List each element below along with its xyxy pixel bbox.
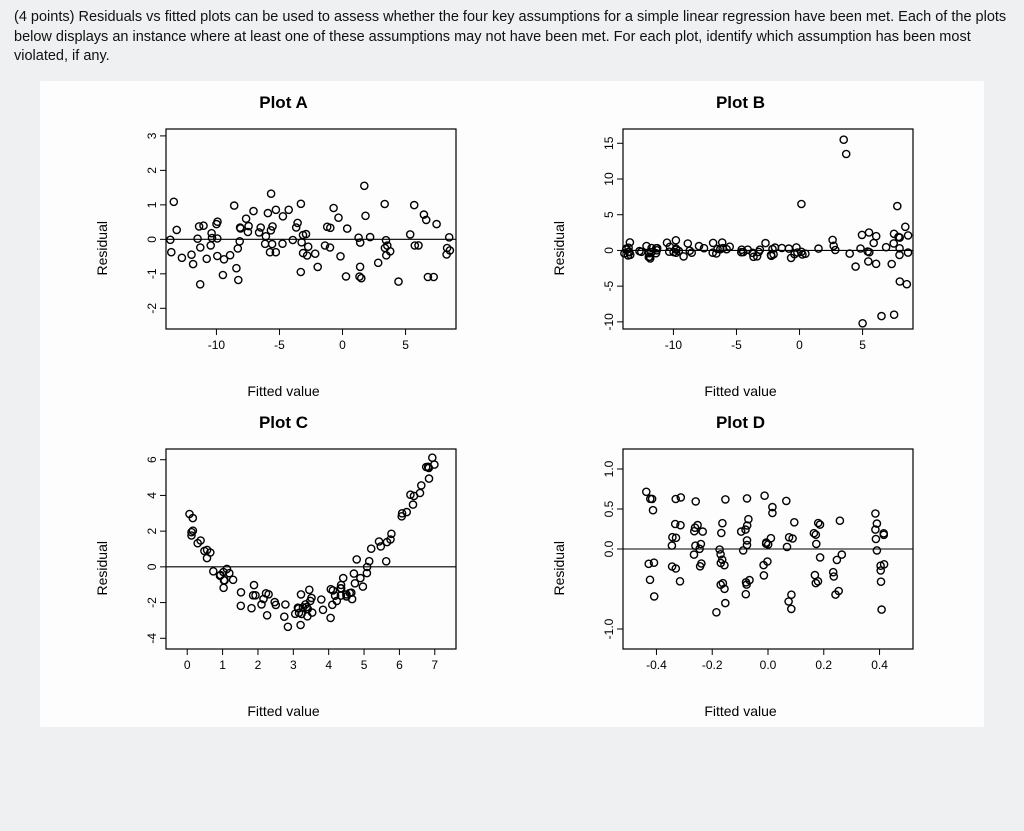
svg-text:0.2: 0.2: [815, 658, 832, 672]
svg-text:10: 10: [602, 172, 616, 186]
plots-panel: Plot A Residual -10-505-2-10123 Fitted v…: [40, 81, 984, 727]
svg-text:5: 5: [360, 658, 367, 672]
plot-a: Plot A Residual -10-505-2-10123 Fitted v…: [68, 93, 499, 399]
svg-text:5: 5: [602, 211, 616, 218]
svg-text:1.0: 1.0: [602, 460, 616, 477]
svg-text:0.0: 0.0: [602, 540, 616, 557]
plot-b-axes: Residual -10 -5 0 5 -10 -5 0 5 10 15: [551, 119, 931, 379]
svg-text:-10: -10: [207, 338, 225, 352]
plot-d-svg: -0.4 -0.2 0.0 0.2 0.4 -1.0 0.0 0.5 1.0: [571, 439, 931, 699]
svg-text:0.4: 0.4: [871, 658, 888, 672]
svg-text:-0.4: -0.4: [646, 658, 667, 672]
svg-text:0: 0: [796, 338, 803, 352]
plot-grid: Plot A Residual -10-505-2-10123 Fitted v…: [68, 93, 956, 719]
plot-d-ylabel: Residual: [551, 541, 567, 595]
svg-text:6: 6: [145, 456, 159, 463]
plot-c-axes: Residual 0 1 2 3 4 5 6 7 -4 -2 0 2 4 6: [94, 439, 474, 699]
svg-text:2: 2: [145, 527, 159, 534]
svg-text:0: 0: [145, 235, 159, 242]
plot-d: Plot D Residual -0.4 -0.2 0.0 0.2 0.4 -1.0 0.0…: [525, 413, 956, 719]
svg-text:-1.0: -1.0: [602, 618, 616, 639]
svg-text:7: 7: [431, 658, 438, 672]
plot-b: Plot B Residual -10 -5 0 5 -10 -5 0 5 10 15 Fitte…: [525, 93, 956, 399]
svg-text:-5: -5: [602, 280, 616, 291]
svg-text:2: 2: [254, 658, 261, 672]
plot-a-xlabel: Fitted value: [247, 383, 319, 399]
plot-d-xlabel: Fitted value: [704, 703, 776, 719]
plot-c-xlabel: Fitted value: [247, 703, 319, 719]
svg-text:-0.2: -0.2: [701, 658, 722, 672]
svg-text:6: 6: [396, 658, 403, 672]
plot-b-xlabel: Fitted value: [704, 383, 776, 399]
svg-text:-2: -2: [145, 302, 159, 313]
plot-b-ylabel: Residual: [551, 221, 567, 275]
svg-text:0: 0: [602, 246, 616, 253]
svg-text:0.0: 0.0: [759, 658, 776, 672]
svg-text:-2: -2: [145, 597, 159, 608]
svg-text:3: 3: [289, 658, 296, 672]
plot-d-axes: Residual -0.4 -0.2 0.0 0.2 0.4 -1.0 0.0 0.5 1.0: [551, 439, 931, 699]
svg-text:2: 2: [145, 166, 159, 173]
question-text: (4 points) Residuals vs fitted plots can…: [0, 0, 1024, 81]
svg-text:0.5: 0.5: [602, 500, 616, 517]
svg-text:-10: -10: [602, 313, 616, 331]
svg-text:5: 5: [859, 338, 866, 352]
svg-text:-1: -1: [145, 268, 159, 279]
svg-text:0: 0: [183, 658, 190, 672]
svg-text:0: 0: [145, 563, 159, 570]
plot-b-title: Plot B: [716, 93, 765, 113]
svg-text:5: 5: [402, 338, 409, 352]
plot-c-svg: 0 1 2 3 4 5 6 7 -4 -2 0 2 4 6: [114, 439, 474, 699]
svg-text:4: 4: [325, 658, 332, 672]
plot-d-title: Plot D: [716, 413, 765, 433]
plot-b-svg: -10 -5 0 5 -10 -5 0 5 10 15: [571, 119, 931, 379]
svg-text:0: 0: [339, 338, 346, 352]
svg-text:3: 3: [145, 132, 159, 139]
plot-a-ylabel: Residual: [94, 221, 110, 275]
plot-c: Plot C Residual 0 1 2 3 4 5 6 7 -4 -2 0 2 4 6 Fitted …: [68, 413, 499, 719]
plot-c-ylabel: Residual: [94, 541, 110, 595]
plot-c-title: Plot C: [259, 413, 308, 433]
svg-text:1: 1: [219, 658, 226, 672]
svg-text:-10: -10: [664, 338, 682, 352]
svg-text:-5: -5: [274, 338, 285, 352]
plot-a-axes: Residual -10-505-2-10123: [94, 119, 474, 379]
svg-text:-4: -4: [145, 632, 159, 643]
plot-a-svg: -10-505-2-10123: [114, 119, 474, 379]
svg-text:15: 15: [602, 136, 616, 150]
svg-text:-5: -5: [731, 338, 742, 352]
svg-text:1: 1: [145, 201, 159, 208]
svg-text:4: 4: [145, 491, 159, 498]
plot-a-title: Plot A: [259, 93, 307, 113]
